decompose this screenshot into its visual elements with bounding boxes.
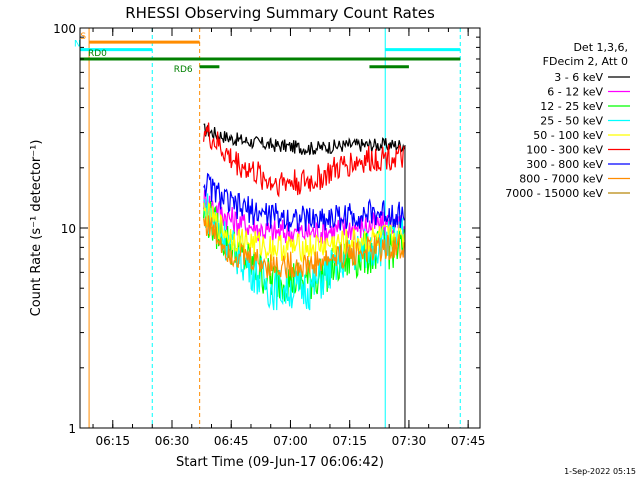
- axes: 06:15 06:30 06:45 07:00 07:15 07:30 07:45 1 10 10…: [53, 22, 485, 448]
- annotation-label: RD0: [88, 49, 107, 59]
- annotation-label: RD6: [174, 65, 193, 75]
- chart-title: RHESSI Observing Summary Count Rates: [125, 4, 435, 22]
- x-axis-label: Start Time (09-Jun-17 06:06:42): [176, 455, 384, 470]
- legend-label: 800 - 7000 keV: [519, 173, 603, 186]
- legend-label: 25 - 50 keV: [540, 115, 603, 128]
- x-tick-label: 07:45: [451, 434, 486, 448]
- annotation-label: N: [74, 40, 81, 50]
- series-line: [203, 190, 405, 247]
- series-line: [203, 122, 405, 198]
- x-tick-label: 06:45: [214, 434, 249, 448]
- series-line: [203, 172, 405, 232]
- x-tick-label: 06:15: [95, 434, 130, 448]
- legend-header: Det 1,3,6,: [573, 41, 628, 54]
- legend-label: 100 - 300 keV: [526, 144, 603, 157]
- series-line: [203, 215, 405, 279]
- y-tick-label: 1: [68, 422, 76, 436]
- y-axis-label: Count Rate (s⁻¹ detector⁻¹): [29, 140, 44, 317]
- legend: Det 1,3,6,FDecim 2, Att 0 3 - 6 keV 6 - 12…: [505, 41, 630, 200]
- legend-label: 12 - 25 keV: [540, 100, 603, 113]
- legend-label: 7000 - 15000 keV: [505, 187, 603, 200]
- timestamp: 1-Sep-2022 05:15: [564, 467, 636, 476]
- legend-label: 300 - 800 keV: [526, 158, 603, 171]
- legend-label: 50 - 100 keV: [533, 129, 603, 142]
- legend-label: 3 - 6 keV: [554, 71, 603, 84]
- y-tick-label: 100: [53, 22, 76, 36]
- x-tick-label: 07:30: [392, 434, 427, 448]
- series-line: [203, 123, 405, 156]
- x-tick-label: 07:15: [332, 434, 367, 448]
- legend-header: FDecim 2, Att 0: [543, 55, 628, 68]
- x-tick-label: 06:30: [155, 434, 190, 448]
- legend-label: 6 - 12 keV: [547, 86, 603, 99]
- x-tick-label: 07:00: [273, 434, 308, 448]
- y-tick-label: 10: [61, 222, 76, 236]
